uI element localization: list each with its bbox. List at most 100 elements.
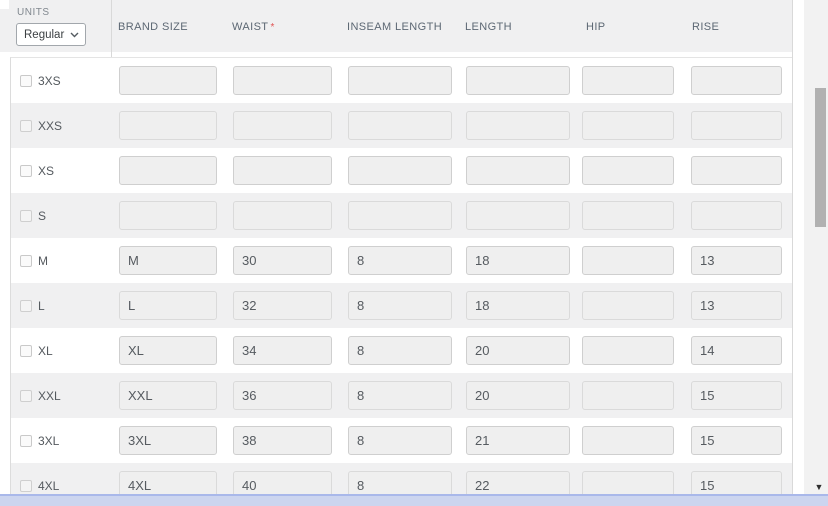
cell-input-brand-size[interactable] [119,381,217,410]
cell-input-length[interactable] [466,156,570,185]
cell-input-waist[interactable] [233,471,332,494]
table-row: 3XS [11,58,792,103]
cell-input-brand-size[interactable] [119,291,217,320]
cell-input-inseam-length[interactable] [348,471,452,494]
horizontal-scrollbar[interactable] [0,494,828,506]
cell-input-waist[interactable] [233,381,332,410]
column-header: HIP* [586,21,606,33]
row-checkbox[interactable] [20,164,32,177]
cell-input-waist[interactable] [233,111,332,140]
cell-input-waist[interactable] [233,426,332,455]
table-row: XXS [11,103,792,148]
cell-input-length[interactable] [466,66,570,95]
cell-input-rise[interactable] [691,111,782,140]
cell-input-brand-size[interactable] [119,336,217,365]
cell-input-length[interactable] [466,291,570,320]
size-label: 3XL [38,433,60,448]
cell-input-rise[interactable] [691,336,782,365]
cell-input-waist[interactable] [233,291,332,320]
column-header: LENGTH* [465,21,513,33]
table-row: S [11,193,792,238]
cell-input-brand-size[interactable] [119,471,217,494]
cell-input-waist[interactable] [233,66,332,95]
row-checkbox[interactable] [20,74,32,87]
size-cell: M [20,238,48,283]
cell-input-hip[interactable] [582,471,674,494]
units-select-value: Regular [24,28,65,41]
row-checkbox[interactable] [20,119,32,132]
size-label: 4XL [38,478,60,493]
column-header: RISE* [692,21,720,33]
cell-input-hip[interactable] [582,291,674,320]
cell-input-hip[interactable] [582,201,674,230]
cell-input-inseam-length[interactable] [348,156,452,185]
cell-input-inseam-length[interactable] [348,201,452,230]
cell-input-hip[interactable] [582,381,674,410]
cell-input-waist[interactable] [233,201,332,230]
size-cell: XXS [20,103,62,148]
cell-input-rise[interactable] [691,381,782,410]
cell-input-brand-size[interactable] [119,111,217,140]
cell-input-length[interactable] [466,246,570,275]
size-cell: L [20,283,45,328]
cell-input-hip[interactable] [582,111,674,140]
cell-input-length[interactable] [466,111,570,140]
chevron-down-icon [70,32,79,37]
cell-input-length[interactable] [466,471,570,494]
scroll-down-arrow-icon[interactable]: ▼ [814,482,824,492]
cell-input-brand-size[interactable] [119,201,217,230]
cell-input-inseam-length[interactable] [348,246,452,275]
row-checkbox[interactable] [20,299,32,312]
row-checkbox[interactable] [20,209,32,222]
row-checkbox[interactable] [20,389,32,402]
cell-input-inseam-length[interactable] [348,426,452,455]
row-checkbox[interactable] [20,434,32,447]
cell-input-length[interactable] [466,381,570,410]
cell-input-rise[interactable] [691,66,782,95]
cell-input-waist[interactable] [233,156,332,185]
cell-input-rise[interactable] [691,246,782,275]
cell-input-inseam-length[interactable] [348,381,452,410]
cell-input-inseam-length[interactable] [348,291,452,320]
size-label: XXL [38,388,61,403]
units-select[interactable]: Regular [16,23,86,46]
cell-input-waist[interactable] [233,246,332,275]
size-cell: 3XL [20,418,59,463]
cell-input-hip[interactable] [582,426,674,455]
vertical-scrollbar-thumb[interactable] [815,88,826,227]
size-label: S [38,208,47,223]
vertical-scrollbar[interactable] [804,0,828,494]
cell-input-length[interactable] [466,336,570,365]
cell-input-hip[interactable] [582,66,674,95]
cell-input-rise[interactable] [691,291,782,320]
row-checkbox[interactable] [20,344,32,357]
cell-input-hip[interactable] [582,156,674,185]
cell-input-brand-size[interactable] [119,246,217,275]
size-label: 3XS [38,73,61,88]
column-header: INSEAM LENGTH* [347,21,443,33]
size-cell: 4XL [20,463,59,494]
cell-input-length[interactable] [466,201,570,230]
cell-input-brand-size[interactable] [119,66,217,95]
cell-input-hip[interactable] [582,336,674,365]
cell-input-rise[interactable] [691,471,782,494]
table-row: M [11,238,792,283]
cell-input-waist[interactable] [233,336,332,365]
cell-input-inseam-length[interactable] [348,336,452,365]
table-header: UNITS Regular BRAND SIZE* WAIST* INSEAM LE… [0,0,793,52]
cell-input-rise[interactable] [691,156,782,185]
size-label: L [38,298,45,313]
column-header: WAIST * [232,21,275,33]
cell-input-brand-size[interactable] [119,156,217,185]
cell-input-hip[interactable] [582,246,674,275]
cell-input-inseam-length[interactable] [348,111,452,140]
cell-input-rise[interactable] [691,426,782,455]
cell-input-length[interactable] [466,426,570,455]
row-checkbox[interactable] [20,254,32,267]
row-checkbox[interactable] [20,479,32,492]
size-label: XL [38,343,53,358]
cell-input-inseam-length[interactable] [348,66,452,95]
cell-input-rise[interactable] [691,201,782,230]
table-right-border [792,0,793,494]
cell-input-brand-size[interactable] [119,426,217,455]
